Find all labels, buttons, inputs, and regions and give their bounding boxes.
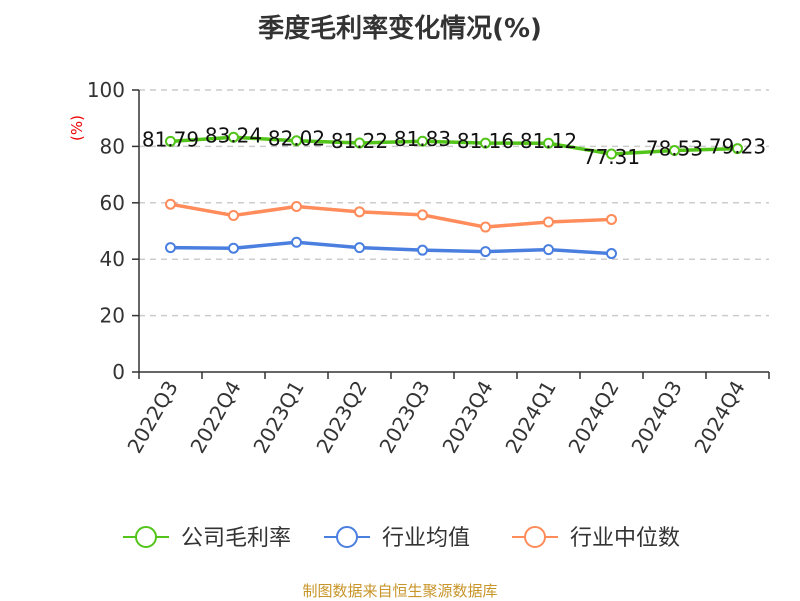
source-note: 制图数据来自恒生聚源数据库 [302, 582, 498, 600]
data-point [606, 213, 617, 225]
legend-marker-icon [336, 526, 358, 548]
legend-label: 公司毛利率 [181, 526, 291, 551]
data-point [354, 206, 365, 218]
y-tick-label: 0 [112, 360, 125, 384]
data-label: 78.53 [646, 137, 703, 161]
data-point [354, 137, 365, 149]
y-tick-label: 80 [100, 134, 125, 158]
x-tick-label: 2024Q3 [626, 377, 686, 458]
data-label: 77.31 [583, 145, 640, 169]
x-tick-label: 2023Q2 [311, 377, 371, 458]
data-point [228, 131, 239, 143]
data-point [165, 198, 176, 210]
data-point [291, 200, 302, 212]
data-point [165, 135, 176, 147]
data-point [543, 216, 554, 228]
data-label: 81.79 [142, 127, 199, 151]
data-point [291, 135, 302, 147]
y-tick-label: 20 [100, 304, 125, 328]
x-tick-label: 2023Q3 [374, 377, 434, 458]
data-point [480, 246, 491, 258]
x-tick-label: 2024Q4 [689, 377, 749, 458]
legend-label: 行业均值 [382, 526, 470, 551]
data-label: 83.24 [205, 123, 262, 147]
series-line [170, 135, 738, 156]
data-label: 81.22 [331, 129, 388, 153]
data-label: 81.16 [457, 129, 514, 153]
data-label: 82.02 [268, 127, 325, 151]
x-tick-label: 2023Q1 [248, 377, 308, 458]
data-point [480, 221, 491, 233]
data-label: 81.12 [520, 129, 577, 153]
data-point [606, 148, 617, 160]
series-line [170, 202, 612, 229]
data-label: 81.83 [394, 127, 451, 151]
series-line [170, 240, 612, 256]
data-point [291, 236, 302, 248]
legend-marker-icon [135, 526, 157, 548]
x-tick-label: 2022Q4 [185, 377, 245, 458]
y-axis-label: (%) [68, 115, 86, 141]
data-point [480, 137, 491, 149]
data-point [228, 242, 239, 254]
x-tick-label: 2022Q3 [122, 377, 182, 458]
data-point [228, 209, 239, 221]
data-point [354, 242, 365, 254]
x-tick-label: 2024Q2 [563, 377, 623, 458]
data-point [732, 143, 743, 155]
legend-label: 行业中位数 [570, 526, 680, 551]
chart-title: 季度毛利率变化情况(%) [258, 14, 542, 44]
data-point [417, 244, 428, 256]
data-point [669, 145, 680, 157]
data-point [543, 244, 554, 256]
data-point [543, 137, 554, 149]
data-point [417, 135, 428, 147]
x-tick-label: 2024Q1 [500, 377, 560, 458]
legend-marker-icon [524, 526, 546, 548]
y-tick-label: 60 [100, 191, 125, 215]
data-point [165, 242, 176, 254]
y-tick-label: 40 [100, 247, 125, 271]
data-point [606, 248, 617, 260]
y-tick-label: 100 [87, 78, 125, 102]
data-point [417, 209, 428, 221]
data-label: 79.23 [709, 135, 766, 159]
x-tick-label: 2023Q4 [437, 377, 497, 458]
